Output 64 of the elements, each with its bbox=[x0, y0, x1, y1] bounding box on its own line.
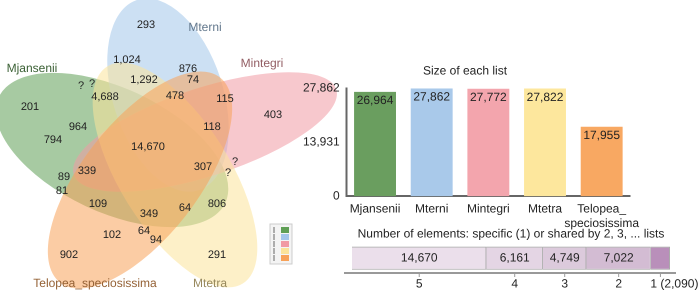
text: 794 bbox=[44, 134, 62, 146]
text: 806 bbox=[208, 198, 226, 210]
text: 64 bbox=[138, 225, 150, 237]
text: 4,688 bbox=[91, 91, 119, 103]
bar bbox=[580, 126, 623, 196]
data-label: 27,862 bbox=[413, 90, 450, 104]
text: 1,024 bbox=[113, 54, 141, 66]
text: 102 bbox=[102, 229, 122, 241]
y-tick-label: 0 bbox=[333, 188, 340, 203]
bar bbox=[354, 92, 396, 196]
text: 339 bbox=[78, 165, 96, 177]
data-label: 4,749 bbox=[550, 250, 580, 265]
bar bbox=[410, 88, 453, 196]
text: 118 bbox=[203, 121, 221, 133]
text: 349 bbox=[140, 208, 158, 220]
text: 307 bbox=[194, 161, 212, 173]
text: 291 bbox=[208, 249, 226, 261]
data-label: 27,772 bbox=[470, 90, 508, 104]
text: ? bbox=[88, 78, 96, 90]
series-label: 5 bbox=[416, 276, 423, 290]
series-label: 3 bbox=[561, 276, 568, 290]
data-label: 7,022 bbox=[604, 250, 634, 265]
text: 902 bbox=[60, 249, 78, 261]
x-tick-label: Mjansenii bbox=[350, 202, 400, 216]
text: 1,292 bbox=[130, 74, 158, 86]
text: 89 bbox=[58, 171, 70, 183]
x-tick-label: Mtetra bbox=[528, 202, 562, 216]
category-label: Mterni bbox=[188, 20, 222, 34]
text: 201 bbox=[20, 101, 40, 113]
text: ? bbox=[78, 80, 84, 92]
text: 403 bbox=[264, 109, 282, 121]
text: 94 bbox=[150, 234, 162, 246]
category-label: Telopea_speciosissima bbox=[33, 276, 158, 290]
text: ? bbox=[224, 167, 232, 179]
data-label: 27,822 bbox=[526, 90, 564, 104]
text: 293 bbox=[136, 19, 156, 31]
category-label: Mintegri bbox=[240, 56, 284, 70]
text: 115 bbox=[216, 93, 234, 105]
text: ? bbox=[232, 156, 238, 168]
data-label: 6,161 bbox=[500, 250, 530, 265]
series-label: 1 (2,090) bbox=[650, 276, 698, 290]
x-tick-label: Telopea_speciosissima bbox=[564, 202, 640, 230]
chart-title: Size of each list bbox=[422, 64, 508, 78]
data-label: 17,955 bbox=[583, 128, 620, 142]
y-tick-label: 13,931 bbox=[303, 134, 340, 149]
category-label: Mjansenii bbox=[6, 61, 58, 75]
y-tick-label: 27,862 bbox=[303, 80, 340, 95]
text: 64 bbox=[178, 202, 192, 214]
text: 14,670 bbox=[131, 141, 165, 153]
category-label: Mtetra bbox=[192, 276, 228, 290]
text: 964 bbox=[68, 121, 88, 133]
text: 109 bbox=[88, 198, 108, 210]
data-label: 26,964 bbox=[356, 93, 394, 108]
text: 478 bbox=[166, 90, 184, 102]
text: 74 bbox=[186, 74, 200, 86]
bar bbox=[467, 88, 510, 196]
data-label: 14,670 bbox=[400, 250, 438, 265]
text: 81 bbox=[56, 185, 68, 197]
x-tick-label: Mterni bbox=[415, 202, 448, 216]
series-label: 2 bbox=[615, 276, 622, 290]
series-label: 4 bbox=[511, 276, 518, 290]
x-tick-label: Mintegri bbox=[467, 202, 510, 216]
text: 876 bbox=[178, 63, 198, 75]
bar bbox=[524, 88, 566, 196]
